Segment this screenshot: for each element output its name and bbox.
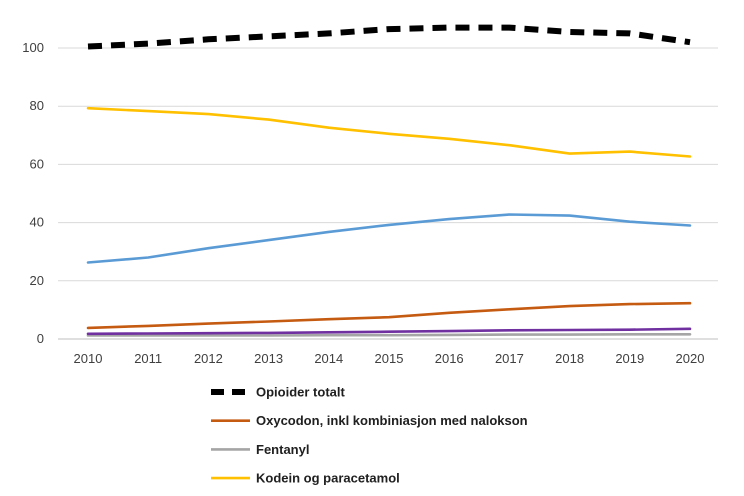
series-line-4 [86, 213, 692, 264]
y-tick-label: 40 [30, 215, 44, 230]
y-axis-ticks: 0 20 40 60 80 100 [22, 40, 44, 346]
y-tick-label: 20 [30, 273, 44, 288]
series-lines [86, 24, 692, 337]
x-tick-label: 2012 [194, 351, 223, 366]
x-tick-label: 2013 [254, 351, 283, 366]
x-tick-label: 2011 [134, 351, 162, 366]
series-line-5 [86, 327, 692, 336]
x-tick-label: 2016 [435, 351, 464, 366]
series-line-0 [87, 24, 691, 50]
series-line-3 [86, 106, 692, 158]
x-tick-label: 2019 [615, 351, 644, 366]
legend-label: Kodein og paracetamol [256, 471, 400, 486]
y-tick-label: 60 [30, 156, 44, 171]
x-tick-label: 2015 [375, 351, 404, 366]
x-tick-label: 2014 [314, 351, 343, 366]
x-tick-label: 2018 [555, 351, 584, 366]
x-tick-label: 2020 [676, 351, 705, 366]
y-tick-label: 0 [37, 331, 44, 346]
x-tick-label: 2017 [495, 351, 524, 366]
legend-label: Oxycodon, inkl kombiniasjon med nalokson [256, 413, 528, 428]
y-tick-label: 80 [30, 98, 44, 113]
legend: Opioider totalt Oxycodon, inkl kombiniasj… [211, 385, 528, 486]
gridlines [58, 47, 718, 340]
x-axis-ticks: 2010 2011 2012 2013 2014 2015 2016 2017 2018 2019… [74, 351, 705, 366]
series-line-2 [86, 332, 692, 337]
legend-label: Opioider totalt [256, 385, 346, 400]
x-tick-label: 2010 [74, 351, 103, 366]
y-tick-label: 100 [22, 40, 44, 55]
series-line-1 [86, 301, 692, 330]
legend-label: Fentanyl [256, 442, 309, 457]
